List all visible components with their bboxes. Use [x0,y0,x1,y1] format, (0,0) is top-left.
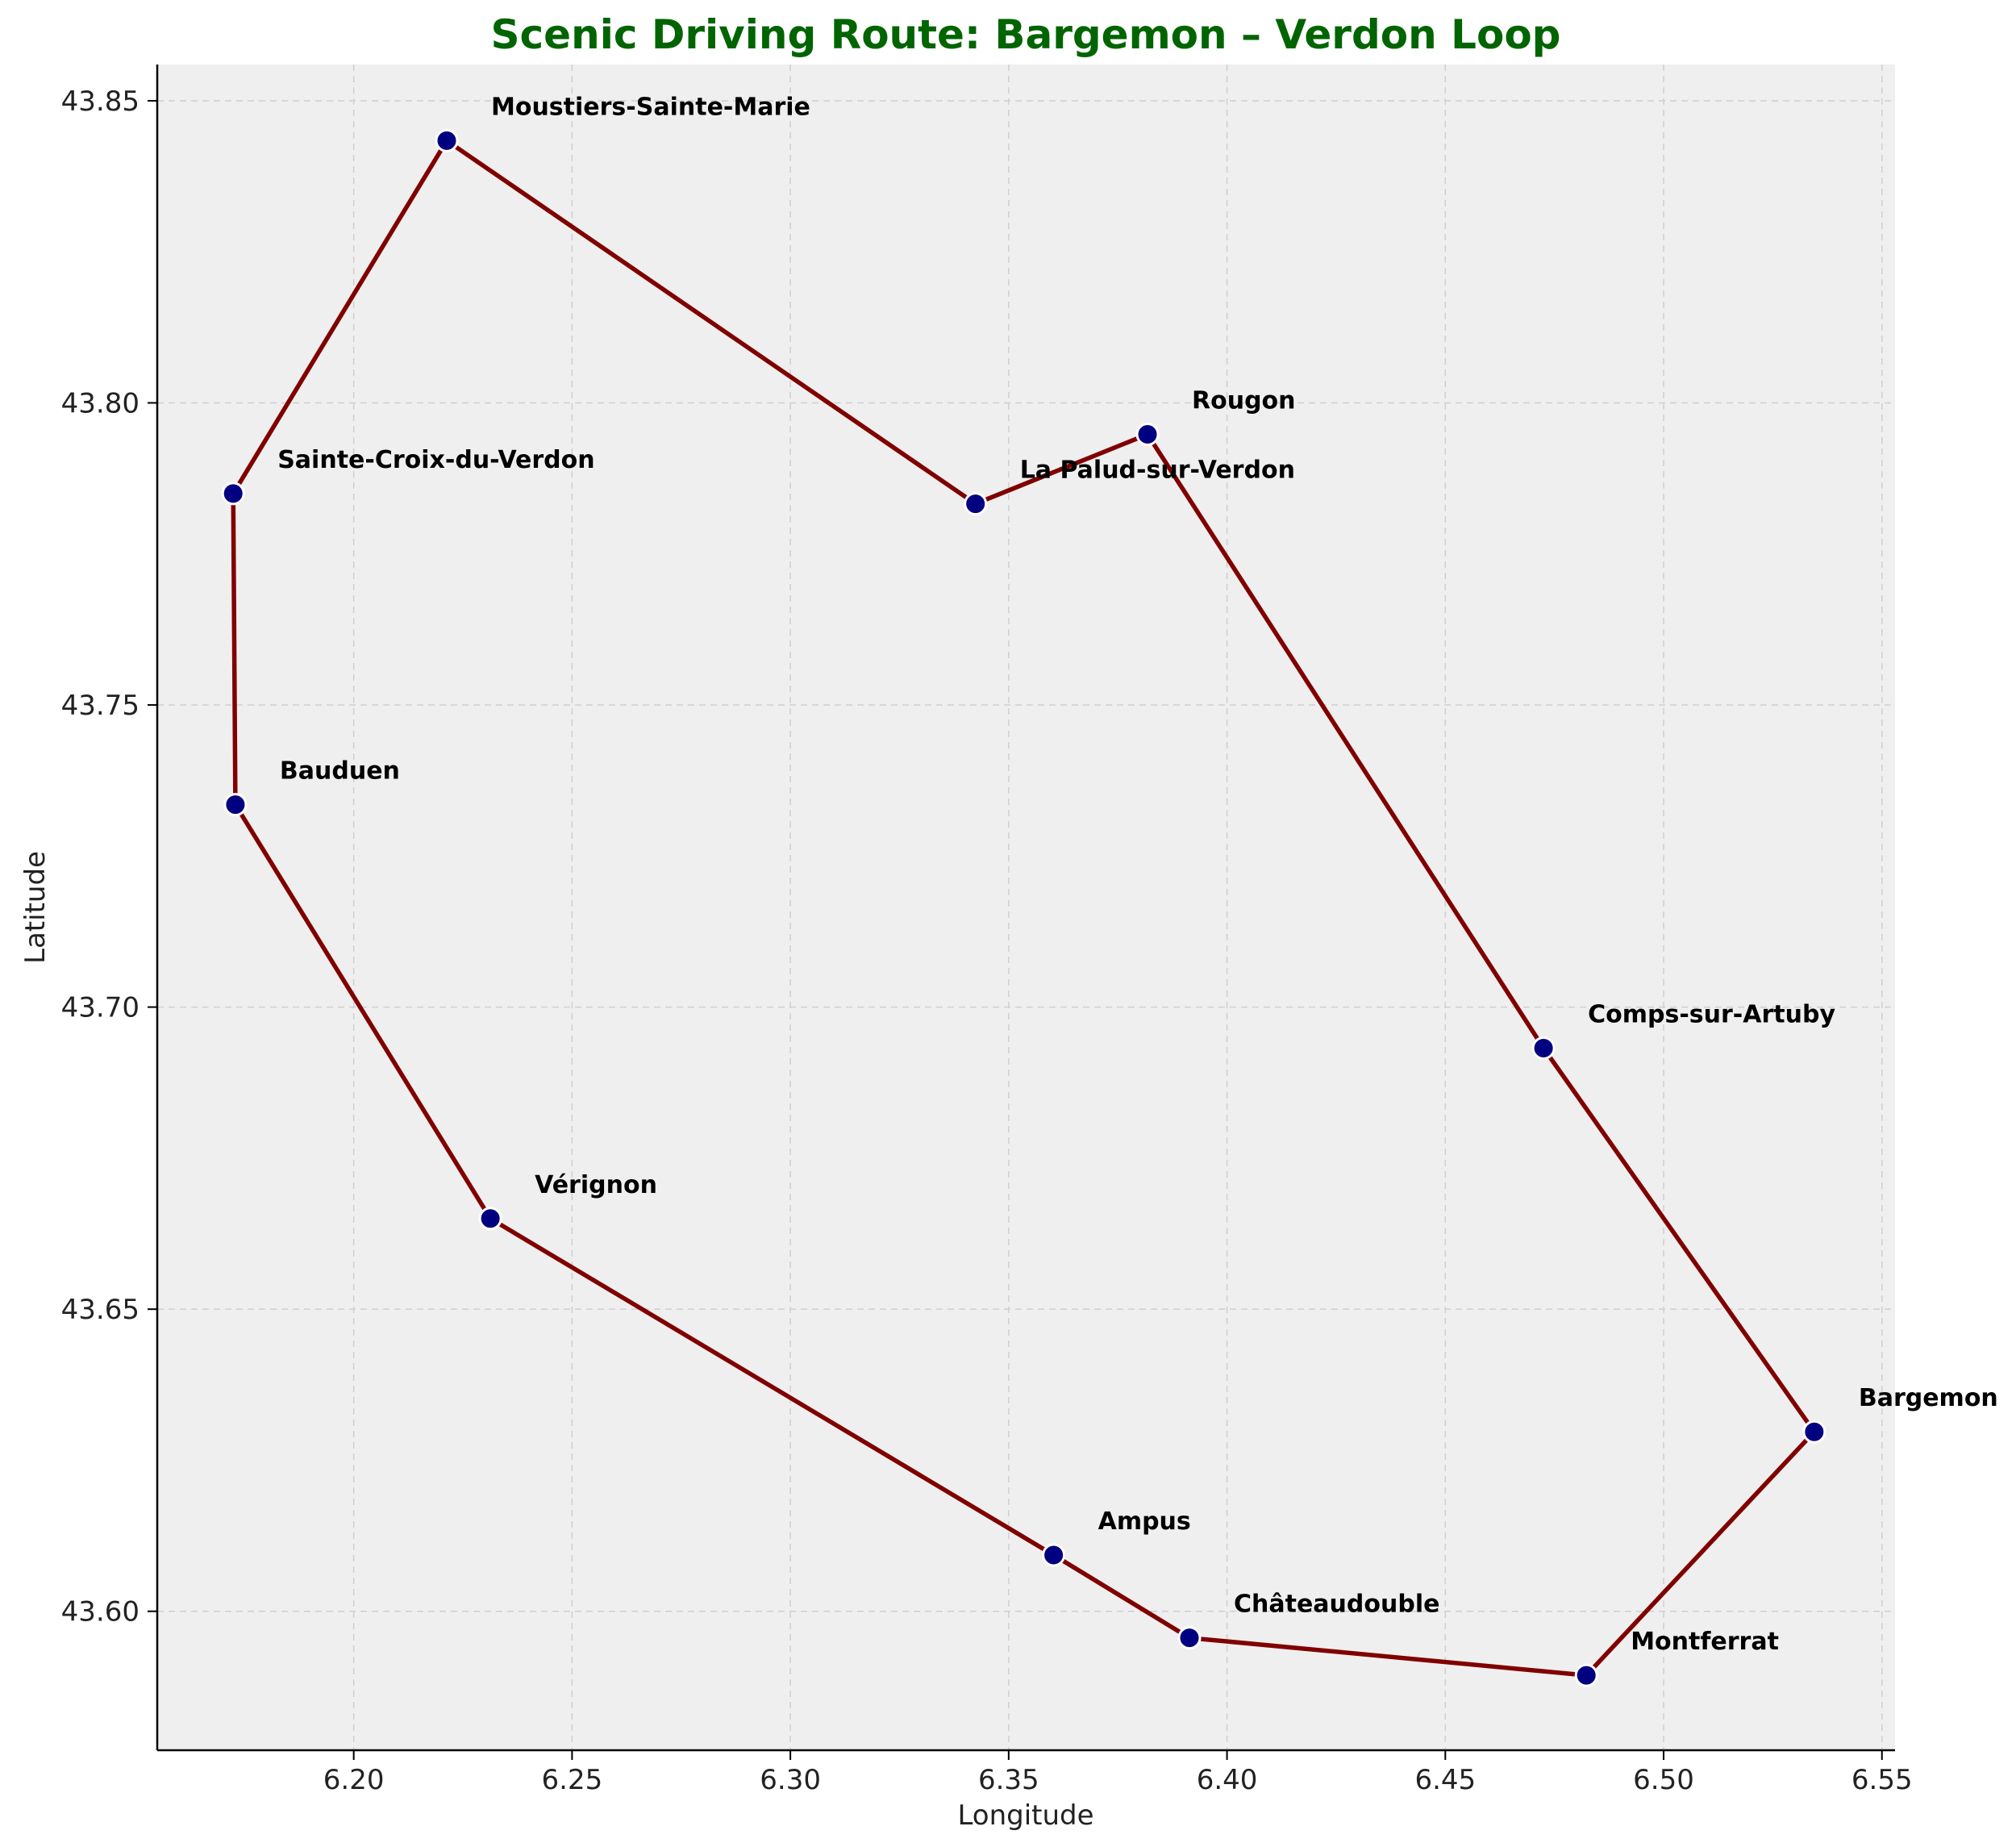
plot-background [157,65,1895,1750]
route-point-marker [1177,1626,1202,1650]
x-tick-label: 6.55 [1851,1764,1913,1796]
chart-title: Scenic Driving Route: Bargemon – Verdon … [491,11,1561,58]
y-tick-label: 43.75 [61,690,140,722]
y-tick-label: 43.85 [61,85,140,118]
town-label: Châteaudouble [1234,1591,1439,1619]
x-tick-label: 6.20 [323,1764,385,1796]
route-line-group [231,138,1817,1678]
route-markers [221,128,1826,1687]
town-label: Comps-sur-Artuby [1588,1001,1835,1029]
town-label: La Palud-sur-Verdon [1020,457,1295,485]
y-tick-label: 43.60 [61,1596,140,1628]
route-point-marker [221,482,245,506]
y-tick-label: 43.65 [61,1294,140,1326]
route-point-marker [1802,1420,1826,1444]
town-label: Sainte-Croix-du-Verdon [277,446,594,474]
x-tick-label: 6.30 [760,1764,821,1796]
town-labels: Bargemon Comps-sur-Artuby Rougon La Palud-s… [277,93,1998,1656]
x-tick-label: 6.50 [1633,1764,1694,1796]
town-label: Vérignon [535,1171,657,1199]
route-point-marker [1135,422,1160,446]
town-label: Ampus [1098,1507,1191,1536]
axes [156,65,1895,1752]
town-label: Rougon [1192,386,1296,415]
y-tick-label: 43.80 [61,387,140,419]
route-point-marker [478,1207,502,1231]
route-point-marker [1574,1663,1598,1687]
grid [157,65,1895,1750]
town-label: Moustiers-Sainte-Marie [491,93,810,121]
x-tick-label: 6.40 [1197,1764,1258,1796]
town-label: Bargemon [1859,1384,1998,1412]
route-line [231,138,1817,1678]
town-label: Montferrat [1631,1628,1779,1656]
route-point-marker [964,492,988,516]
route-point-marker [1531,1036,1556,1061]
y-tick-label: 43.70 [61,992,140,1024]
route-point-marker [1042,1543,1066,1567]
x-axis-label: Longitude [957,1799,1093,1832]
x-tick-label: 6.35 [978,1764,1039,1796]
x-tick-label: 6.25 [542,1764,603,1796]
x-ticks: 6.20 6.25 6.30 6.35 6.40 6.45 6.50 6.55 [323,1750,1913,1796]
y-ticks: 43.60 43.65 43.70 43.75 43.80 43.85 [61,85,157,1628]
x-tick-label: 6.45 [1414,1764,1476,1796]
town-label: Bauduen [280,757,400,786]
route-point-marker [223,793,248,817]
route-point-marker [435,128,459,152]
y-axis-label: Latitude [19,851,52,964]
